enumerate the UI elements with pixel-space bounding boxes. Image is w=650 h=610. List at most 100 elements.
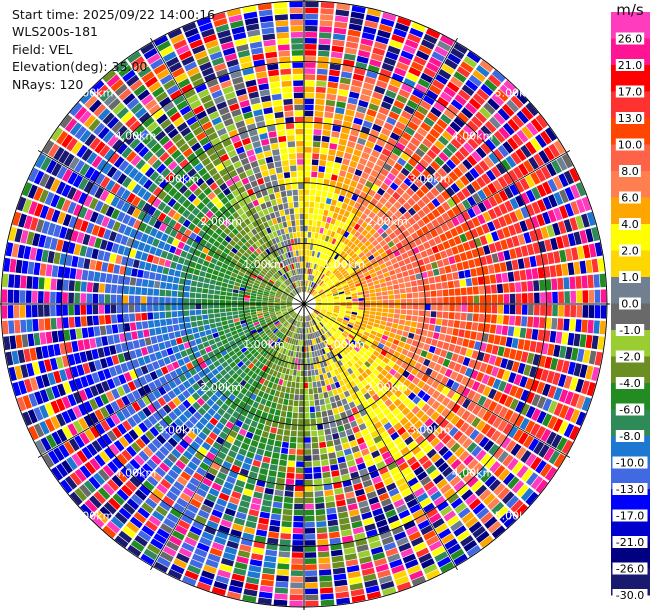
velocity-gate — [305, 38, 317, 44]
velocity-gate — [492, 179, 503, 192]
velocity-gate — [392, 147, 403, 157]
velocity-gate — [332, 341, 338, 348]
velocity-gate — [444, 265, 452, 274]
velocity-gate — [347, 360, 353, 368]
velocity-gate — [426, 212, 436, 221]
velocity-gate — [345, 559, 359, 567]
velocity-gate — [579, 334, 587, 348]
velocity-gate — [479, 489, 492, 501]
velocity-gate — [316, 362, 321, 369]
velocity-gate — [575, 182, 586, 197]
velocity-gate — [341, 65, 354, 73]
velocity-gate — [436, 96, 449, 108]
velocity-gate — [556, 156, 568, 171]
velocity-gate — [346, 306, 352, 309]
velocity-gate — [424, 180, 434, 190]
velocity-gate — [365, 328, 372, 334]
velocity-gate — [457, 163, 468, 174]
velocity-gate — [369, 228, 377, 236]
velocity-gate — [444, 368, 453, 378]
velocity-gate — [448, 238, 456, 247]
velocity-gate — [315, 270, 319, 277]
velocity-gate — [396, 504, 408, 514]
velocity-gate — [375, 311, 382, 316]
velocity-gate — [440, 113, 452, 125]
velocity-gate — [322, 267, 327, 274]
velocity-gate — [594, 242, 603, 257]
velocity-gate — [412, 310, 419, 316]
velocity-gate — [421, 374, 430, 383]
velocity-gate — [400, 299, 407, 304]
velocity-gate — [505, 337, 513, 348]
velocity-gate — [330, 51, 343, 59]
velocity-gate — [322, 285, 328, 290]
velocity-gate — [317, 288, 323, 293]
velocity-gate — [546, 292, 552, 303]
velocity-gate — [409, 327, 416, 334]
velocity-gate — [393, 177, 403, 186]
velocity-gate — [467, 196, 477, 207]
velocity-gate — [421, 225, 430, 234]
velocity-gate — [340, 229, 346, 236]
velocity-gate — [514, 180, 525, 194]
velocity-gate — [385, 260, 392, 267]
velocity-gate — [339, 468, 349, 476]
velocity-gate — [454, 463, 466, 475]
velocity-gate — [307, 321, 310, 328]
velocity-gate — [364, 523, 376, 532]
velocity-gate — [471, 248, 479, 258]
velocity-gate — [563, 277, 570, 290]
velocity-gate — [465, 102, 478, 115]
velocity-gate — [492, 416, 503, 429]
velocity-gate — [380, 320, 387, 326]
velocity-gate — [310, 327, 314, 333]
velocity-gate — [341, 270, 348, 276]
velocity-gate — [492, 218, 502, 230]
velocity-gate — [331, 402, 338, 409]
velocity-gate — [394, 531, 407, 541]
velocity-gate — [368, 389, 376, 397]
velocity-gate — [443, 86, 456, 98]
velocity-gate — [309, 281, 313, 287]
velocity-gate — [563, 423, 575, 438]
velocity-gate — [318, 246, 323, 253]
velocity-gate — [324, 111, 334, 119]
velocity-gate — [478, 160, 490, 172]
velocity-gate — [304, 256, 307, 262]
velocity-gate — [319, 20, 333, 27]
velocity-gate — [398, 384, 407, 393]
velocity-gate — [370, 546, 384, 555]
velocity-gate — [314, 202, 320, 209]
velocity-gate — [545, 279, 552, 291]
velocity-gate — [433, 236, 442, 245]
velocity-gate — [503, 213, 513, 225]
velocity-gate — [328, 305, 334, 307]
velocity-gate — [334, 206, 341, 214]
velocity-gate — [328, 224, 334, 231]
velocity-gate — [513, 270, 521, 281]
velocity-gate — [482, 410, 492, 422]
velocity-gate — [327, 263, 332, 270]
velocity-gate — [396, 536, 409, 547]
velocity-gate — [376, 235, 384, 243]
velocity-gate — [366, 529, 378, 538]
velocity-gate — [509, 248, 517, 260]
velocity-gate — [360, 561, 374, 570]
velocity-gate — [445, 411, 456, 422]
velocity-gate — [489, 324, 497, 334]
velocity-gate — [346, 396, 353, 403]
velocity-gate — [368, 268, 376, 275]
velocity-gate — [564, 291, 570, 303]
velocity-gate — [326, 93, 337, 101]
velocity-gate — [340, 304, 346, 306]
velocity-gate — [415, 435, 425, 445]
velocity-gate — [392, 126, 403, 136]
velocity-gate — [367, 203, 375, 211]
velocity-gate — [455, 179, 465, 190]
velocity-gate — [564, 203, 574, 217]
velocity-gate — [446, 389, 456, 399]
velocity-gate — [367, 534, 380, 544]
velocity-gate — [364, 114, 375, 123]
velocity-gate — [332, 193, 339, 201]
velocity-gate — [509, 304, 516, 315]
